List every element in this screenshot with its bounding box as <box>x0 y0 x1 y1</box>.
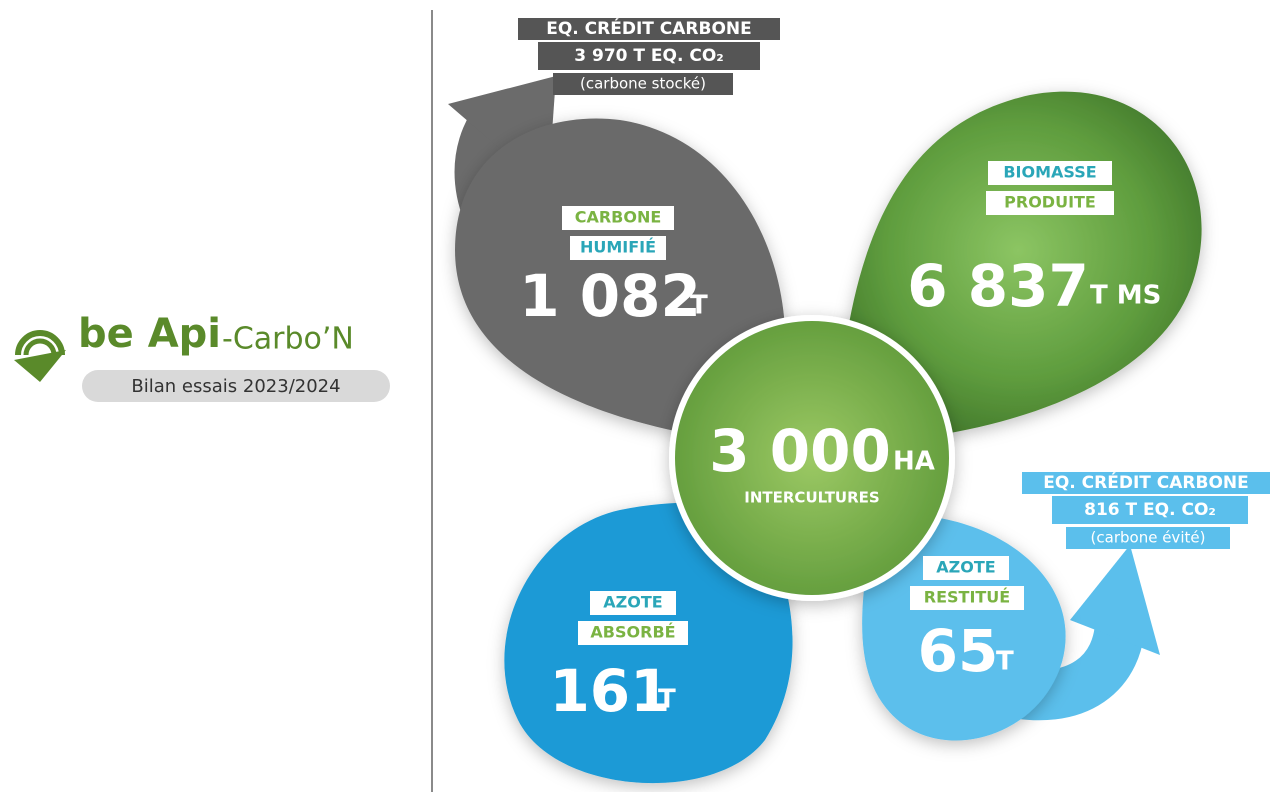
logo: be Api -Carbo’N Bilan essais 2023/2024 <box>14 311 390 402</box>
logo-icon <box>14 350 66 382</box>
petal-label: RESTITUÉ <box>924 588 1010 607</box>
logo-icon <box>26 341 54 355</box>
petal-unit: T <box>996 647 1014 677</box>
credit-title: EQ. CRÉDIT CARBONE <box>546 17 752 39</box>
petal-label: AZOTE <box>936 558 995 577</box>
petal-value: 6 837 <box>907 252 1089 320</box>
petal-unit: T MS <box>1090 281 1161 311</box>
center-value: 3 000 <box>709 417 891 485</box>
petal-value: 161 <box>549 657 670 725</box>
center-unit: HA <box>893 447 935 477</box>
petal-unit: T <box>658 685 676 715</box>
credit-value: 3 970 T EQ. CO₂ <box>574 46 723 66</box>
petal-unit: T <box>690 291 708 321</box>
petal-label: PRODUITE <box>1004 193 1096 212</box>
logo-subtitle: Bilan essais 2023/2024 <box>131 376 340 397</box>
petal-label: BIOMASSE <box>1003 163 1096 182</box>
credit-note: (carbone évité) <box>1091 529 1206 547</box>
petal-label: ABSORBÉ <box>590 623 675 642</box>
infographic: be Api -Carbo’N Bilan essais 2023/2024 3… <box>0 0 1274 792</box>
credit-note: (carbone stocké) <box>580 75 706 93</box>
petal-label: HUMIFIÉ <box>580 238 656 257</box>
credit-title: EQ. CRÉDIT CARBONE <box>1043 471 1249 493</box>
petal-value: 1 082 <box>519 262 701 330</box>
credit-value: 816 T EQ. CO₂ <box>1084 500 1216 520</box>
logo-brand: be Api <box>78 311 221 357</box>
petal-label: AZOTE <box>603 593 662 612</box>
petal-label: CARBONE <box>575 208 662 227</box>
logo-suffix: -Carbo’N <box>222 322 354 357</box>
page: be Api -Carbo’N Bilan essais 2023/2024 3… <box>0 0 1274 792</box>
petal-value: 65 <box>918 617 999 685</box>
center-label: INTERCULTURES <box>744 489 879 507</box>
